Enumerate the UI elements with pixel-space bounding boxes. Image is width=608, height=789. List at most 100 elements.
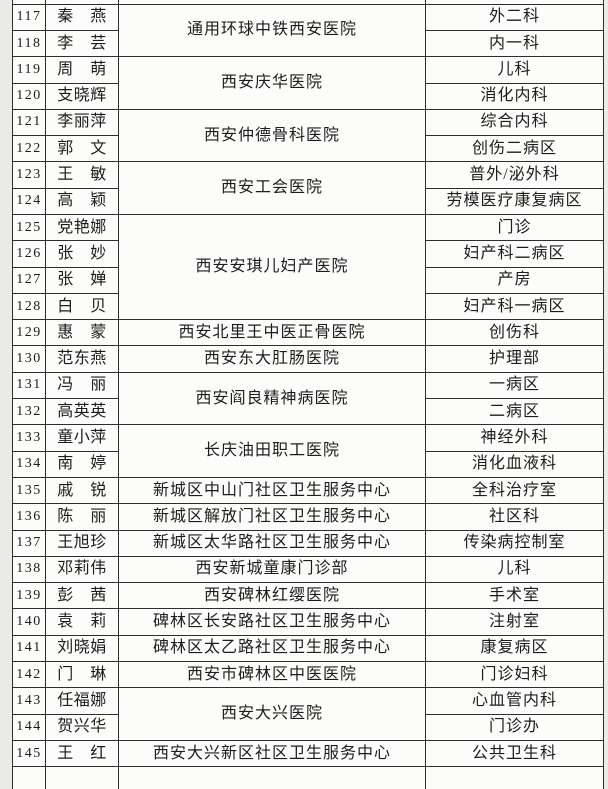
hospital-cell: 西安大兴新区社区卫生服务中心 <box>118 739 426 768</box>
name-cell: 张 婵 <box>45 266 119 294</box>
index-cell <box>12 766 46 789</box>
name-cell: 冯 丽 <box>45 371 119 400</box>
name-cell <box>45 766 119 789</box>
department-cell: 注射室 <box>425 608 604 636</box>
index-cell: 135 <box>12 476 46 505</box>
hospital-cell: 碑林区太乙路社区卫生服务中心 <box>118 634 426 663</box>
table-row: 136 陈 丽新城区解放门社区卫生服务中心 社区科 <box>12 503 604 531</box>
table-row: 137 王旭珍 新城区太华路社区卫生服务中心 传染病控制室 <box>12 529 604 557</box>
table-row: 133 童小萍 长庆油田职工医院 神经外科 <box>12 424 604 478</box>
index-cell: 134 <box>12 450 46 478</box>
staff-roster-table: 117 秦 燕通用环球中铁西安医院 外二科 118 李 芸内一科 119 周 萌西安庆华医院… <box>12 0 604 789</box>
name-cell: 党艳娜 <box>45 213 119 242</box>
index-cell: 136 <box>12 503 46 531</box>
department-cell: 普外/泌外科 <box>425 161 604 189</box>
table-row: 134 南 婷 消化血液科 <box>12 450 604 478</box>
table-row: 122 郭 文 创伤二病区 <box>12 135 604 163</box>
department-cell: 内一科 <box>425 29 604 58</box>
hospital-cell: 西安新城童康门诊部 <box>118 555 426 584</box>
hospital-cell: 西安仲德骨科医院 <box>118 108 426 163</box>
index-cell: 144 <box>12 713 46 741</box>
department-cell: 创伤科 <box>425 319 604 347</box>
table-row: 131 冯 丽西安阎良精神病医院 一病区 <box>12 371 604 426</box>
department-cell: 心血管内科 <box>425 687 604 715</box>
index-cell: 119 <box>12 56 46 84</box>
index-cell: 118 <box>12 29 46 58</box>
name-cell: 刘晓娟 <box>45 634 119 663</box>
hospital-cell: 西安大兴医院 <box>118 687 426 741</box>
name-cell: 白 贝 <box>45 292 119 321</box>
department-cell: 康复病区 <box>425 634 604 663</box>
table-row: 118 李 芸 内一科 <box>12 29 604 58</box>
department-cell: 产房 <box>425 266 604 294</box>
name-cell: 张 妙 <box>45 240 119 268</box>
hospital-cell: 通用环球中铁西安医院 <box>118 3 426 58</box>
department-cell: 消化内科 <box>425 82 604 110</box>
department-cell: 门诊办 <box>425 713 604 741</box>
index-cell: 138 <box>12 555 46 584</box>
hospital-cell: 西安市碑林区中医医院 <box>118 661 426 689</box>
table-row: 120 支晓辉 消化内科 <box>12 82 604 110</box>
department-cell: 门诊妇科 <box>425 661 604 689</box>
index-cell: 123 <box>12 161 46 189</box>
table-row: 140 袁 莉碑林区长安路社区卫生服务中心 注射室 <box>12 608 604 636</box>
department-cell: 全科治疗室 <box>425 476 604 505</box>
hospital-cell <box>118 766 426 789</box>
name-cell: 范东燕 <box>45 345 119 373</box>
index-cell: 131 <box>12 371 46 400</box>
index-cell: 126 <box>12 240 46 268</box>
index-cell: 129 <box>12 319 46 347</box>
department-cell: 二病区 <box>425 398 604 426</box>
index-cell: 124 <box>12 187 46 215</box>
table-row: 129 惠 蒙西安北里王中医正骨医院 创伤科 <box>12 319 604 347</box>
table-row: 117 秦 燕通用环球中铁西安医院 外二科 <box>12 3 604 58</box>
name-cell: 李丽萍 <box>45 108 119 137</box>
department-cell: 儿科 <box>425 56 604 84</box>
table-row: 119 周 萌西安庆华医院 儿科 <box>12 56 604 110</box>
name-cell: 秦 燕 <box>45 3 119 31</box>
index-cell: 128 <box>12 292 46 321</box>
department-cell: 传染病控制室 <box>425 529 604 557</box>
index-cell: 120 <box>12 82 46 110</box>
name-cell: 周 萌 <box>45 56 119 84</box>
hospital-cell: 新城区解放门社区卫生服务中心 <box>118 503 426 531</box>
table-row: 130 范东燕 西安东大肛肠医院 护理部 <box>12 345 604 373</box>
table-row: 132 高英英 二病区 <box>12 398 604 426</box>
index-cell: 125 <box>12 213 46 242</box>
hospital-cell: 碑林区长安路社区卫生服务中心 <box>118 608 426 636</box>
hospital-cell: 西安北里王中医正骨医院 <box>118 319 426 347</box>
index-cell: 145 <box>12 739 46 768</box>
name-cell: 南 婷 <box>45 450 119 478</box>
table-row-partial-bottom <box>12 766 604 789</box>
name-cell: 门 琳 <box>45 661 119 689</box>
name-cell: 王旭珍 <box>45 529 119 557</box>
index-cell: 122 <box>12 135 46 163</box>
index-cell: 139 <box>12 582 46 610</box>
department-cell: 儿科 <box>425 555 604 584</box>
table-row: 143 任福娜 西安大兴医院 心血管内科 <box>12 687 604 741</box>
name-cell: 高英英 <box>45 398 119 426</box>
department-cell: 消化血液科 <box>425 450 604 478</box>
name-cell: 袁 莉 <box>45 608 119 636</box>
name-cell: 彭 茜 <box>45 582 119 610</box>
name-cell: 童小萍 <box>45 424 119 452</box>
table-row: 135 戚 锐新城区中山门社区卫生服务中心 全科治疗室 <box>12 476 604 505</box>
department-cell: 妇产科一病区 <box>425 292 604 321</box>
index-cell: 121 <box>12 108 46 137</box>
name-cell: 郭 文 <box>45 135 119 163</box>
hospital-cell: 西安安琪儿妇产医院 <box>118 213 426 321</box>
index-cell: 127 <box>12 266 46 294</box>
name-cell: 王 敏 <box>45 161 119 189</box>
department-cell: 综合内科 <box>425 108 604 137</box>
department-cell: 一病区 <box>425 371 604 400</box>
name-cell: 贺兴华 <box>45 713 119 741</box>
index-cell: 132 <box>12 398 46 426</box>
table-row: 121 李丽萍 西安仲德骨科医院 综合内科 <box>12 108 604 163</box>
department-cell: 社区科 <box>425 503 604 531</box>
name-cell: 高 颖 <box>45 187 119 215</box>
department-cell: 公共卫生科 <box>425 739 604 768</box>
table-row: 144 贺兴华 门诊办 <box>12 713 604 741</box>
hospital-cell: 西安阎良精神病医院 <box>118 371 426 426</box>
name-cell: 支晓辉 <box>45 82 119 110</box>
